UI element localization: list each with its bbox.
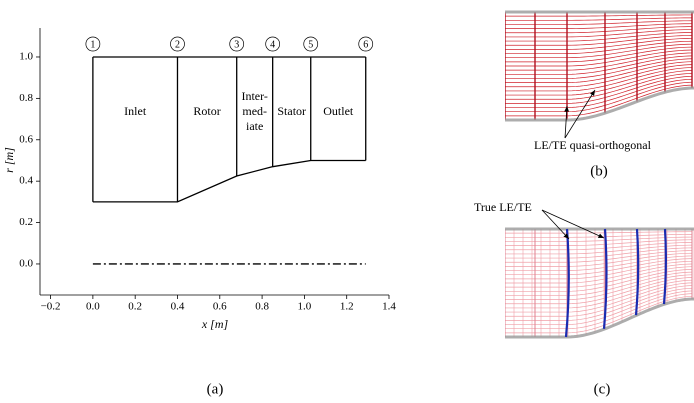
mesh-line	[505, 73, 693, 100]
mesh-line	[505, 14, 693, 17]
mesh-line	[505, 43, 693, 59]
mesh-line	[505, 40, 693, 54]
station-label: 2	[175, 39, 180, 50]
x-tick-label: 0.2	[128, 301, 142, 313]
mesh-line	[505, 252, 693, 267]
station-circle	[170, 36, 185, 52]
station-label: 6	[363, 39, 368, 50]
blade-edge	[634, 228, 640, 316]
y-tick-label: 0.2	[19, 216, 33, 228]
mesh-line	[505, 52, 693, 71]
station-circle	[265, 36, 281, 52]
y-tick-label: 1.0	[19, 51, 33, 63]
region-label: iate	[246, 119, 263, 133]
y-axis-label: r [m]	[2, 147, 16, 173]
x-tick-label: 1.0	[298, 301, 312, 313]
station-label: 3	[234, 39, 239, 50]
mesh-line	[505, 263, 693, 284]
mesh-line	[505, 55, 693, 75]
region-label: Stator	[277, 104, 306, 118]
blade-edge	[662, 228, 667, 305]
mesh-line	[505, 81, 693, 113]
y-tick-label: 0.6	[19, 133, 33, 145]
station-label: 4	[270, 39, 275, 50]
mesh-line	[505, 37, 693, 50]
mesh-line	[505, 260, 693, 280]
x-tick-label: 1.4	[382, 301, 396, 313]
mesh-line	[505, 75, 693, 104]
arrow	[541, 209, 605, 239]
mesh-line	[505, 58, 693, 79]
annotation: True LE/TE	[474, 200, 532, 214]
mesh-line	[505, 26, 693, 34]
region-label: Rotor	[193, 104, 220, 118]
mesh-line	[505, 70, 693, 96]
region-label: med-	[242, 104, 267, 118]
station-label: 1	[90, 39, 95, 50]
region-label: Inter-	[241, 89, 267, 103]
mesh-line	[505, 49, 693, 67]
arrow	[564, 105, 570, 139]
blade-edge	[564, 228, 570, 338]
mesh-line	[505, 231, 693, 234]
panel-label: (b)	[590, 163, 608, 179]
x-tick-label: 0.4	[171, 301, 185, 313]
y-tick-label: 0.0	[19, 257, 33, 269]
arrow	[541, 209, 570, 240]
arrow	[564, 89, 596, 139]
hub-wall	[505, 86, 694, 122]
mesh-line	[505, 67, 693, 92]
region-label: Outlet	[323, 104, 354, 118]
x-tick-label: −0.2	[41, 301, 61, 313]
mesh-line	[505, 20, 693, 25]
region-label: Inlet	[124, 104, 147, 118]
mesh-line	[505, 84, 693, 117]
blade-edge	[602, 228, 608, 329]
mesh-b	[505, 10, 694, 122]
station-circle	[358, 36, 374, 52]
mesh-line	[505, 293, 693, 330]
mesh-line	[505, 64, 693, 88]
mesh-line	[505, 23, 693, 29]
mesh-line	[505, 78, 693, 108]
mesh-line	[505, 32, 693, 42]
hub-line	[92, 159, 366, 203]
station-circle	[303, 36, 319, 52]
y-tick-label: 0.8	[19, 92, 33, 104]
station-label: 5	[308, 39, 313, 50]
panel-label: (c)	[594, 381, 611, 397]
hub-wall	[505, 297, 694, 339]
y-tick-label: 0.4	[19, 175, 33, 187]
mesh-line	[505, 17, 693, 21]
station-circle	[85, 36, 101, 52]
station-circle	[229, 36, 245, 52]
mesh-line	[505, 271, 693, 296]
x-tick-label: 0.8	[255, 301, 269, 313]
mesh-line	[505, 35, 693, 46]
annotation: LE/TE quasi-orthogonal	[534, 138, 652, 152]
panel-label: (a)	[207, 381, 224, 397]
mesh-line	[505, 29, 693, 38]
x-tick-label: 1.2	[340, 301, 354, 313]
x-tick-label: 0.0	[86, 301, 100, 313]
mesh-line	[505, 61, 693, 83]
x-tick-label: 0.6	[213, 301, 227, 313]
mesh-c	[505, 227, 694, 339]
x-axis-label: x [m]	[201, 317, 229, 331]
mesh-line	[505, 46, 693, 63]
